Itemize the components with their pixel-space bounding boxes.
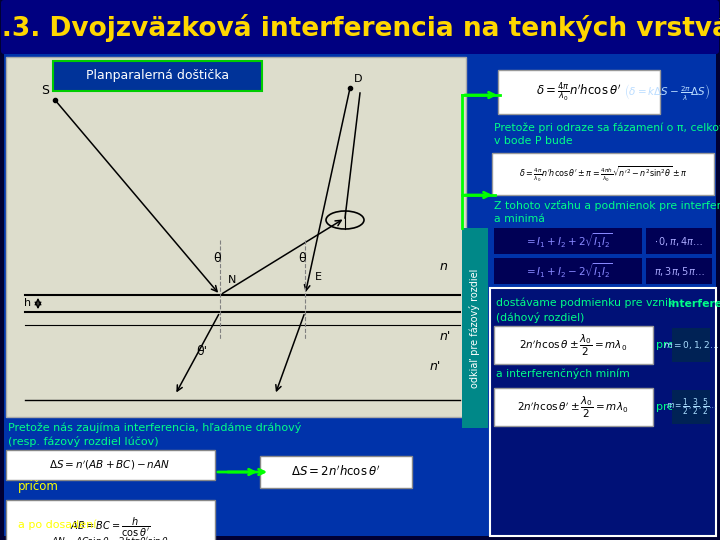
Text: n: n	[440, 260, 448, 273]
Text: D: D	[354, 74, 362, 84]
Text: a minimá: a minimá	[494, 214, 545, 224]
Text: odkiaľ pre fázový rozdiel: odkiaľ pre fázový rozdiel	[469, 268, 480, 388]
Text: $= I_1 + I_2 - 2\sqrt{I_1 I_2}$: $= I_1 + I_2 - 2\sqrt{I_1 I_2}$	[523, 262, 613, 280]
Text: $= I_1 + I_2 + 2\sqrt{I_1 I_2}$: $= I_1 + I_2 + 2\sqrt{I_1 I_2}$	[523, 232, 613, 251]
Text: Z tohoto vzťahu a podmienok pre interferenčné maxima: Z tohoto vzťahu a podmienok pre interfer…	[494, 200, 720, 211]
Text: Planparalerná doštička: Planparalerná doštička	[86, 70, 230, 83]
Text: a interferenčných miním: a interferenčných miním	[496, 368, 630, 379]
Bar	[462, 228, 488, 428]
Text: n': n'	[440, 330, 451, 343]
Bar	[494, 228, 642, 254]
Text: pričom: pričom	[18, 480, 59, 493]
Bar	[646, 228, 712, 254]
Text: S: S	[41, 84, 49, 97]
Text: N: N	[228, 275, 236, 285]
Text: interferenčných maxím: interferenčných maxím	[668, 298, 720, 309]
FancyBboxPatch shape	[6, 450, 215, 480]
Text: Pretože pri odraze sa fázamení o π, celkový fázový rozdiel: Pretože pri odraze sa fázamení o π, celk…	[494, 122, 720, 133]
Bar	[6, 57, 466, 417]
FancyBboxPatch shape	[494, 326, 653, 364]
Bar	[4, 54, 716, 536]
Text: (resp. fázový rozdiel lúčov): (resp. fázový rozdiel lúčov)	[8, 436, 158, 447]
Text: dostávame podmienku pre vznik: dostávame podmienku pre vznik	[496, 298, 678, 308]
Text: h: h	[24, 298, 32, 308]
Text: $2n'h\cos\theta \pm \dfrac{\lambda_0}{2} = m\lambda_0$: $2n'h\cos\theta \pm \dfrac{\lambda_0}{2}…	[519, 333, 627, 357]
Text: n': n'	[430, 360, 441, 373]
Text: 4.2.3. Dvojzväzková interferencia na tenkých vrstvách: 4.2.3. Dvojzväzková interferencia na ten…	[0, 14, 720, 42]
FancyBboxPatch shape	[492, 153, 714, 195]
Text: Pretože nás zaujíma interferencia, hľadáme dráhový: Pretože nás zaujíma interferencia, hľadá…	[8, 422, 302, 433]
Bar	[672, 328, 710, 362]
Text: $\delta = \frac{4\pi}{\lambda_0} n' h \cos\theta'$: $\delta = \frac{4\pi}{\lambda_0} n' h \c…	[536, 80, 621, 104]
Text: θ: θ	[213, 252, 220, 265]
Text: $m = \dfrac{1}{2},\dfrac{3}{2},\dfrac{5}{2}\ldots$: $m = \dfrac{1}{2},\dfrac{3}{2},\dfrac{5}…	[666, 397, 716, 417]
Text: $\Delta S = 2n' h \cos\theta'$: $\Delta S = 2n' h \cos\theta'$	[292, 465, 381, 480]
Text: (dáhový rozdiel): (dáhový rozdiel)	[496, 312, 585, 323]
Bar	[494, 258, 642, 284]
Text: $2n'h\cos\theta' \pm \dfrac{\lambda_0}{2} = m\lambda_0$: $2n'h\cos\theta' \pm \dfrac{\lambda_0}{2…	[518, 395, 629, 420]
FancyBboxPatch shape	[490, 288, 716, 536]
FancyBboxPatch shape	[6, 500, 215, 540]
FancyBboxPatch shape	[53, 61, 262, 91]
Text: E: E	[315, 272, 322, 282]
FancyBboxPatch shape	[260, 456, 412, 488]
Text: θ': θ'	[196, 345, 207, 358]
Text: $\left( \delta = k\Delta S - \frac{2\pi}{\lambda}\Delta S \right)$: $\left( \delta = k\Delta S - \frac{2\pi}…	[624, 82, 710, 102]
FancyBboxPatch shape	[1, 0, 719, 54]
Bar	[672, 390, 710, 424]
Text: $AN - AC\sin\theta - 2htg\theta'\sin\theta$: $AN - AC\sin\theta - 2htg\theta'\sin\the…	[51, 535, 169, 540]
Text: θ: θ	[298, 252, 305, 265]
Text: a po dosadení: a po dosadení	[18, 519, 96, 530]
Text: pre: pre	[656, 340, 674, 350]
Text: $\cdot\, 0,\pi, 4\pi\ldots$: $\cdot\, 0,\pi, 4\pi\ldots$	[654, 234, 703, 247]
Text: $m = 0,1,2\ldots$: $m = 0,1,2\ldots$	[663, 339, 719, 351]
Bar	[646, 258, 712, 284]
FancyBboxPatch shape	[494, 388, 653, 426]
Text: $\Delta S = n'(AB + BC) - nAN$: $\Delta S = n'(AB + BC) - nAN$	[50, 458, 171, 472]
Text: $\delta = \frac{4\pi}{\lambda_0}n'h\cos\theta' \pm \pi = \frac{4\pi h}{\lambda_0: $\delta = \frac{4\pi}{\lambda_0}n'h\cos\…	[519, 164, 687, 184]
Text: pre: pre	[656, 402, 674, 412]
FancyBboxPatch shape	[498, 70, 660, 114]
Text: $AB = BC = \dfrac{h}{\cos\theta'}$: $AB = BC = \dfrac{h}{\cos\theta'}$	[70, 516, 150, 539]
Text: $\pi, 3\pi, 5\pi\ldots$: $\pi, 3\pi, 5\pi\ldots$	[654, 265, 704, 278]
Text: v bode P bude: v bode P bude	[494, 136, 572, 146]
